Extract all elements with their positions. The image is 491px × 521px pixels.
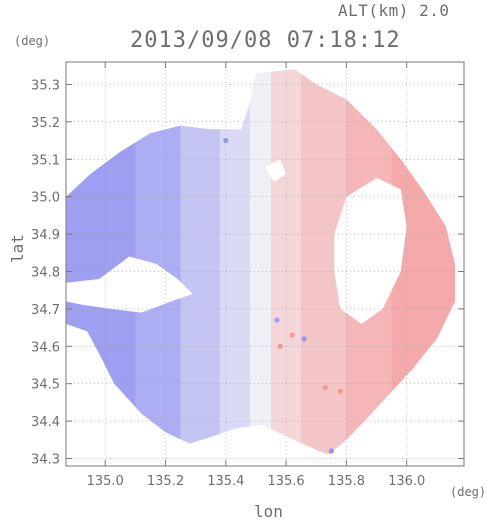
y-tick-label-0: 34.3 bbox=[31, 453, 60, 468]
no-echo-region-1 bbox=[334, 178, 407, 324]
speckle-7 bbox=[223, 137, 229, 144]
y-tick-label-7: 35.0 bbox=[31, 191, 60, 206]
no-echo-region-0 bbox=[66, 256, 193, 313]
x-unit-label: (deg) bbox=[450, 485, 487, 499]
y-tick-label-5: 34.8 bbox=[31, 265, 60, 280]
speckle-6 bbox=[274, 317, 280, 323]
altitude-label: ALT(km) 2.0 bbox=[338, 1, 450, 20]
x-tick-label-5: 136.0 bbox=[388, 474, 425, 489]
plot-frame bbox=[65, 61, 465, 467]
y-tick-label-9: 35.2 bbox=[31, 116, 60, 131]
x-tick-label-2: 135.4 bbox=[207, 474, 244, 489]
y-tick-label-3: 34.6 bbox=[31, 340, 60, 355]
y-tick-label-4: 34.7 bbox=[31, 303, 60, 318]
grid-lines bbox=[66, 62, 464, 466]
speckle-2 bbox=[301, 336, 307, 342]
speckle-4 bbox=[337, 388, 343, 394]
y-tick-label-8: 35.1 bbox=[31, 153, 60, 168]
velocity-field bbox=[66, 69, 455, 455]
speckle-5 bbox=[328, 448, 334, 454]
no-echo-region-2 bbox=[265, 159, 287, 182]
speckle-3 bbox=[322, 384, 328, 391]
y-tick-label-10: 35.3 bbox=[31, 78, 60, 93]
x-tick-label-4: 135.8 bbox=[328, 474, 365, 489]
x-tick-label-0: 135.0 bbox=[87, 474, 124, 489]
y-tick-label-6: 34.9 bbox=[31, 228, 60, 243]
y-tick-label-1: 34.4 bbox=[31, 415, 60, 430]
field-band-8 bbox=[391, 69, 455, 455]
speckle-0 bbox=[289, 332, 295, 338]
x-axis-label: lon bbox=[254, 502, 283, 521]
y-unit-label: (deg) bbox=[14, 34, 51, 48]
field-band-3 bbox=[219, 69, 251, 455]
y-tick-label-2: 34.5 bbox=[31, 378, 60, 393]
timestamp-title: 2013/09/08 07:18:12 bbox=[130, 28, 401, 53]
frame-rect bbox=[65, 61, 465, 467]
field-band-2 bbox=[180, 69, 221, 455]
x-tick-label-1: 135.2 bbox=[147, 474, 184, 489]
tick-labels: 135.0 135.2 135.4 135.6 135.8 136.0 34.3 34.4 34… bbox=[31, 78, 425, 489]
field-band-4 bbox=[249, 69, 272, 455]
field-clip-group bbox=[66, 69, 455, 455]
x-tick-label-3: 135.6 bbox=[267, 474, 304, 489]
speckle-1 bbox=[277, 343, 283, 349]
